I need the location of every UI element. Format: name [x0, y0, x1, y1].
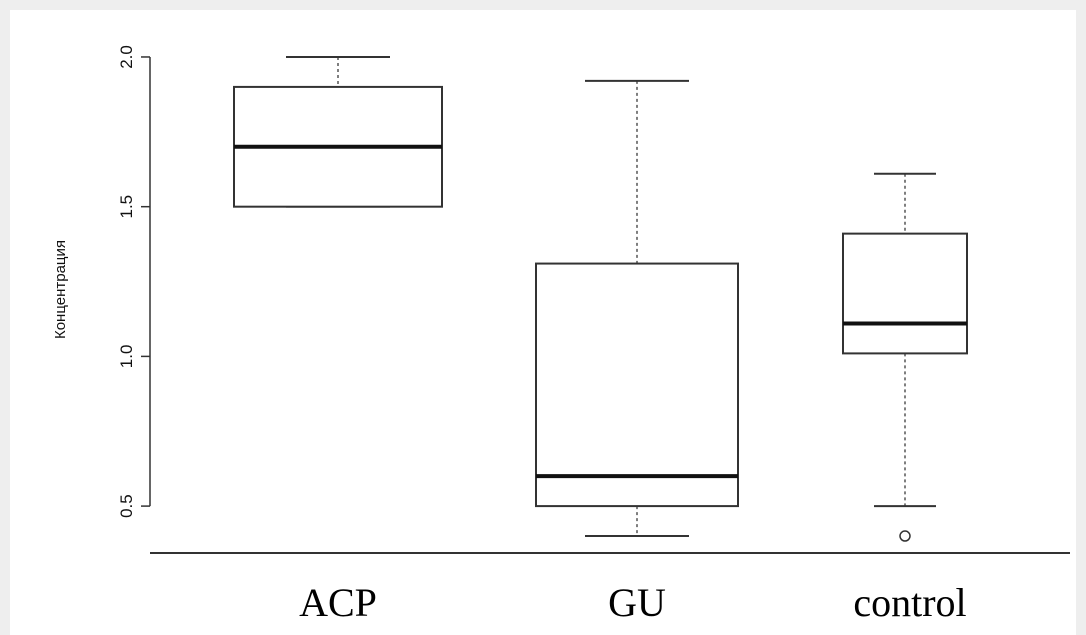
- y-tick-label: 2.0: [117, 45, 136, 69]
- box-group-control: [842, 172, 968, 542]
- labels: 0.5 1.0 1.5 2.0 Концентрация ACP GU control: [52, 45, 967, 625]
- y-tick-label: 1.5: [117, 195, 136, 219]
- category-label-gu: GU: [608, 580, 666, 625]
- box-group-gu: [535, 79, 739, 538]
- y-axis-title: Концентрация: [52, 240, 69, 339]
- boxplot-chart: 0.5 1.0 1.5 2.0 Концентрация ACP GU control: [52, 45, 1070, 625]
- outlier-point: [899, 530, 911, 542]
- boxes: [233, 55, 968, 542]
- box-group-acp: [233, 55, 443, 208]
- y-tick-label: 1.0: [117, 345, 136, 369]
- chart-frame: 0.5 1.0 1.5 2.0 Концентрация ACP GU control: [10, 10, 1076, 635]
- y-tick-label: 0.5: [117, 494, 136, 518]
- box-iqr: [842, 232, 968, 355]
- category-label-acp: ACP: [299, 580, 377, 625]
- axes: [141, 56, 1070, 554]
- category-label-control: control: [853, 580, 966, 625]
- box-iqr: [535, 262, 739, 508]
